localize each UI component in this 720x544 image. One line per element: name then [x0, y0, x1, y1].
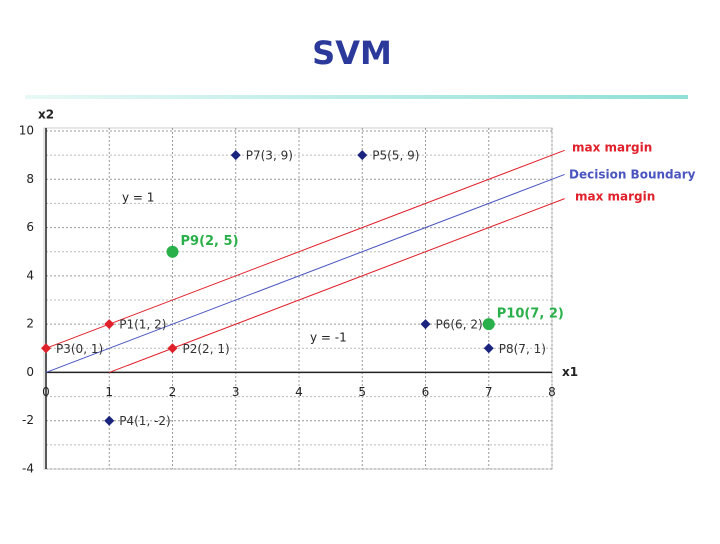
point: [420, 319, 431, 330]
point: [482, 318, 495, 331]
x-tick-label: 5: [358, 385, 366, 399]
y-tick-label: 0: [26, 365, 34, 379]
x-tick-label: 7: [485, 385, 493, 399]
point-label: P10(7, 2): [497, 307, 564, 322]
x-tick-label: 4: [295, 385, 303, 399]
line-label: max margin: [572, 141, 652, 155]
point-label: P9(2, 5): [181, 234, 239, 249]
point: [166, 245, 179, 258]
point-label: P2(2, 1): [183, 342, 230, 356]
x-tick-label: 8: [548, 385, 556, 399]
point: [41, 343, 51, 354]
y-axis-label: x2: [38, 108, 54, 122]
point: [357, 150, 368, 161]
x-tick-label: 2: [169, 385, 177, 399]
y-tick-label: 8: [26, 172, 34, 186]
annotation: y = 1: [122, 191, 154, 205]
point-label: P1(1, 2): [119, 318, 166, 332]
x-tick-label: 6: [422, 385, 430, 399]
margin-line: [109, 198, 565, 373]
point-label: P6(6, 2): [436, 318, 483, 332]
point: [230, 150, 241, 161]
y-tick-label: 2: [26, 317, 34, 331]
point-label: P4(1, -2): [119, 414, 170, 428]
point-label: P7(3, 9): [246, 149, 293, 163]
point: [104, 319, 115, 330]
point-label: P8(7, 1): [499, 342, 546, 356]
plot-area: [43, 127, 553, 470]
line-label: max margin: [575, 190, 655, 204]
line-label: Decision Boundary: [569, 168, 696, 182]
point: [104, 415, 115, 426]
y-tick-label: 6: [26, 220, 34, 234]
y-tick-label: -4: [22, 462, 34, 476]
x-tick-label: 3: [232, 385, 240, 399]
margin-line: [45, 173, 565, 373]
y-tick-label: 10: [19, 124, 34, 138]
y-tick-label: -2: [22, 413, 34, 427]
x-axis-label: x1: [562, 365, 578, 379]
point-label: P5(5, 9): [372, 149, 419, 163]
annotation: y = -1: [310, 331, 347, 345]
point: [167, 343, 178, 354]
y-tick-label: 4: [26, 268, 34, 282]
title-rule: [25, 95, 688, 99]
x-tick-label: 1: [105, 385, 113, 399]
margin-line: [45, 149, 565, 349]
point-label: P3(0, 1): [56, 342, 103, 356]
slide-title: SVM: [312, 34, 392, 72]
point: [483, 343, 494, 354]
x-tick-label: 0: [42, 385, 50, 399]
